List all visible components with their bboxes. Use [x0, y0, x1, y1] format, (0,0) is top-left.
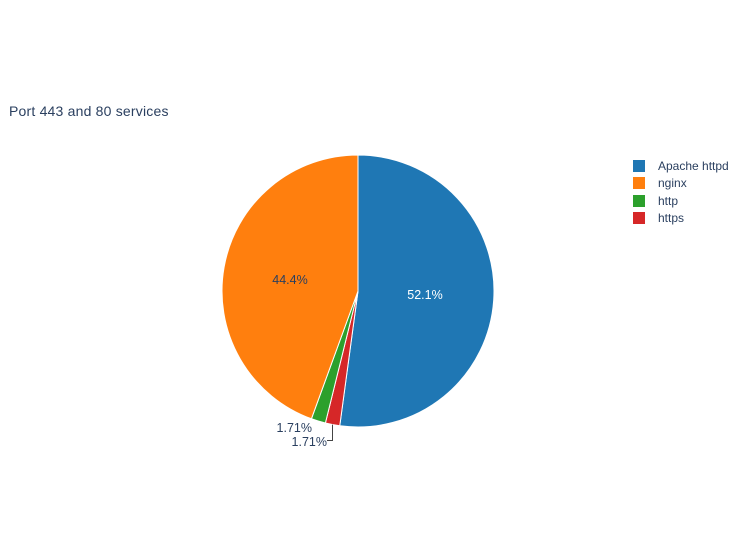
- legend-item-apache-httpd[interactable]: Apache httpd: [633, 157, 729, 175]
- legend-item-http[interactable]: http: [633, 192, 729, 210]
- legend-swatch-apache-httpd-icon: [633, 159, 645, 172]
- pie-label-apache-httpd: 52.1%: [407, 288, 443, 302]
- chart-title: Port 443 and 80 services: [9, 103, 169, 119]
- legend-label-apache-httpd: Apache httpd: [658, 158, 729, 173]
- pie-label-nginx: 44.4%: [272, 273, 308, 287]
- pie-label-http: 1.71%: [276, 421, 312, 435]
- legend-label-nginx: nginx: [658, 176, 687, 191]
- legend-swatch-https-icon: [633, 212, 645, 225]
- pie-label-https: 1.71%: [291, 435, 327, 449]
- legend: Apache httpd nginx http https: [633, 157, 729, 227]
- https-label-leader-line: [327, 424, 333, 441]
- legend-item-https[interactable]: https: [633, 210, 729, 228]
- legend-label-https: https: [658, 211, 685, 226]
- legend-swatch-nginx-icon: [633, 177, 645, 190]
- legend-item-nginx[interactable]: nginx: [633, 175, 729, 193]
- legend-label-http: http: [658, 193, 679, 208]
- pie-slice-nginx[interactable]: [221, 154, 359, 420]
- pie-slice-apache-httpd[interactable]: [339, 154, 495, 428]
- legend-swatch-http-icon: [633, 194, 645, 207]
